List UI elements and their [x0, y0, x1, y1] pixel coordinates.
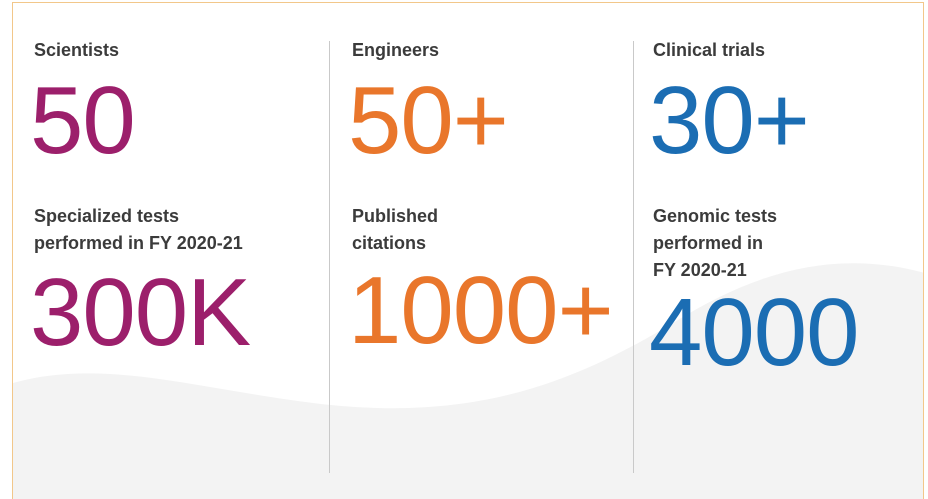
stat-value: 50 — [30, 67, 136, 174]
label-line: performed in — [653, 233, 764, 253]
label-line: Published — [352, 206, 439, 226]
label-line: Scientists — [34, 40, 120, 60]
stat-value: 4000 — [649, 279, 860, 386]
label-line: FY 2020-21 — [653, 260, 747, 280]
wave-shape — [13, 3, 923, 409]
label-line: Clinical trials — [653, 40, 766, 60]
stat-value: 30+ — [649, 67, 810, 174]
label-line: Genomic tests — [653, 206, 778, 226]
stat-value: 300K — [30, 259, 251, 366]
stat-label: Published citations — [352, 203, 438, 257]
stat-value: 1000+ — [348, 257, 614, 364]
stat-value: 50+ — [348, 67, 509, 174]
stats-panel: Scientists 50 Specialized tests performed i… — [12, 2, 924, 499]
divider — [329, 41, 330, 473]
stat-label: Engineers — [352, 37, 439, 64]
background-wave — [13, 3, 923, 409]
label-line: Engineers — [352, 40, 440, 60]
divider — [633, 41, 634, 473]
label-line: Specialized tests — [34, 206, 180, 226]
label-line: performed in FY 2020-21 — [34, 233, 243, 253]
stat-label: Scientists — [34, 37, 119, 64]
stat-label: Clinical trials — [653, 37, 765, 64]
label-line: citations — [352, 233, 427, 253]
stat-label: Genomic tests performed in FY 2020-21 — [653, 203, 777, 284]
stat-label: Specialized tests performed in FY 2020-21 — [34, 203, 243, 257]
